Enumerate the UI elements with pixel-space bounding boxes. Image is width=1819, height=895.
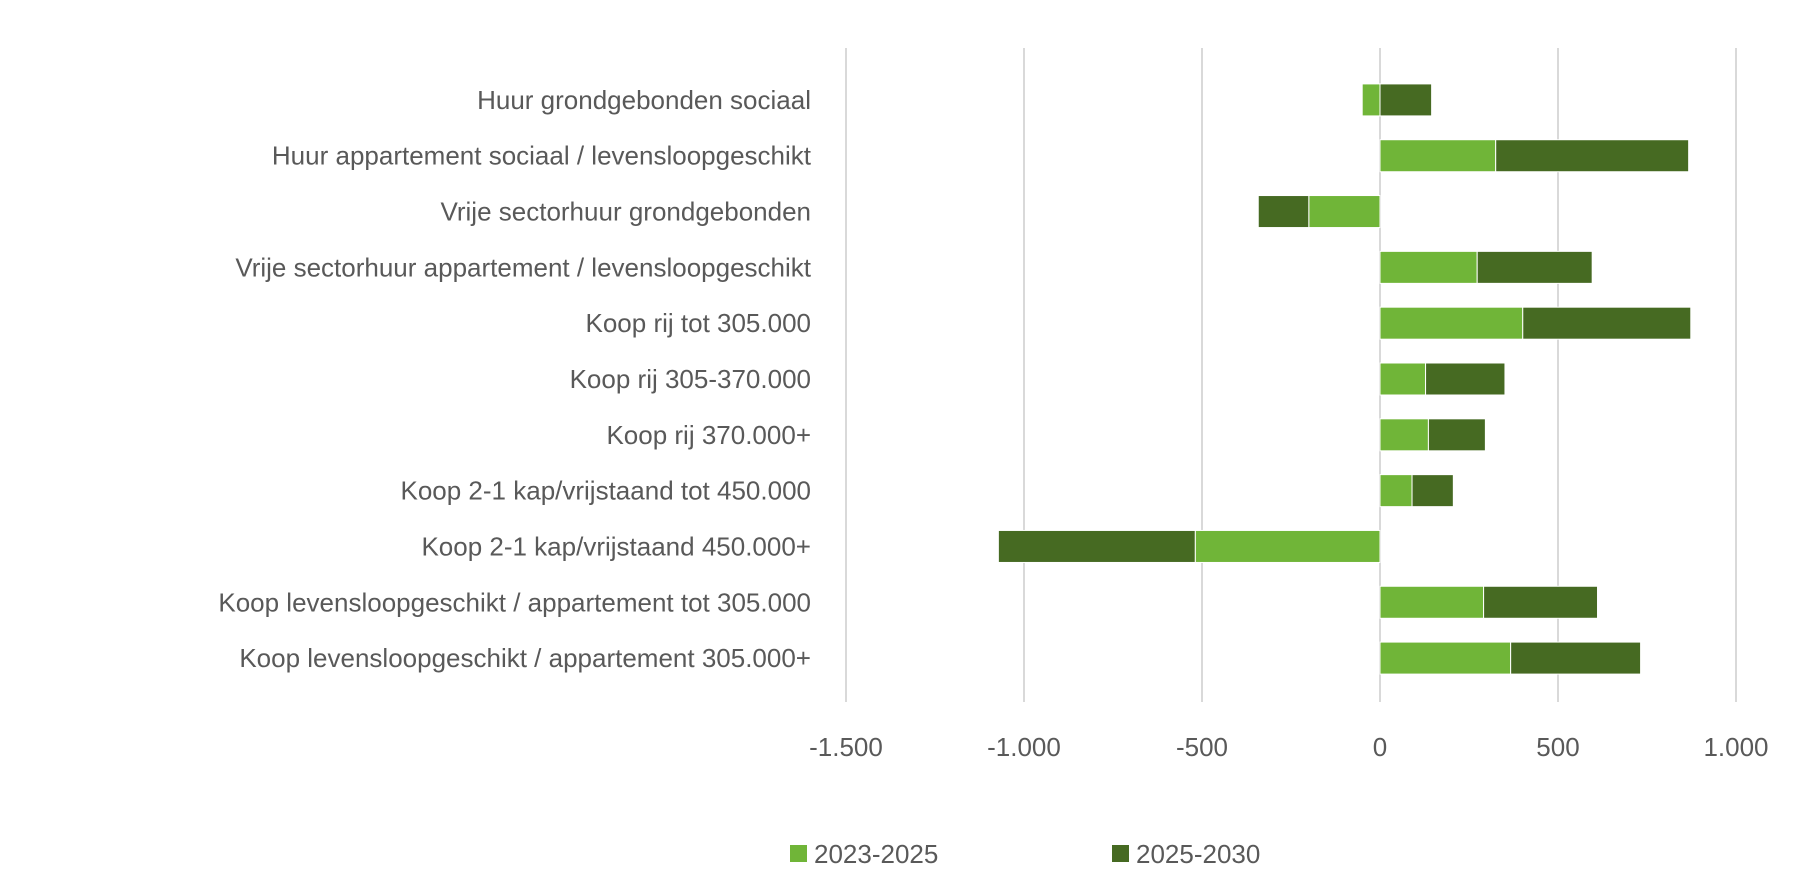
- legend-swatch: [1112, 845, 1129, 862]
- legend-label: 2023-2025: [814, 839, 938, 869]
- bar-segment-2023-2025: [1379, 585, 1485, 619]
- x-tick-label: 500: [1536, 732, 1579, 762]
- bar-segment-2023-2025: [1379, 139, 1497, 173]
- legend: 2023-2025 2025-2030: [790, 839, 1260, 869]
- bar-segment-2023-2025: [1379, 474, 1413, 508]
- category-label: Vrije sectorhuur grondgebonden: [440, 197, 811, 227]
- category-labels: Huur grondgebonden sociaal Huur apparteme…: [218, 85, 811, 673]
- x-tick-label: 0: [1373, 732, 1387, 762]
- bar-segment-2025-2030: [1522, 306, 1692, 340]
- bar-segment-2025-2030: [1427, 418, 1486, 452]
- legend-swatch: [790, 845, 807, 862]
- bar-segment-2025-2030: [1495, 139, 1690, 173]
- bar-segment-2023-2025: [1194, 529, 1381, 563]
- category-label: Koop levensloopgeschikt / appartement to…: [218, 587, 811, 617]
- category-label: Huur grondgebonden sociaal: [477, 85, 811, 115]
- bar-segment-2025-2030: [1483, 585, 1599, 619]
- x-tick-label: -500: [1176, 732, 1228, 762]
- bar-segment-2023-2025: [1361, 83, 1381, 117]
- bar-segment-2023-2025: [1379, 418, 1429, 452]
- category-label: Huur appartement sociaal / levensloopges…: [272, 141, 812, 171]
- category-label: Koop rij 370.000+: [606, 420, 811, 450]
- x-tick-label: 1.000: [1703, 732, 1768, 762]
- category-label: Vrije sectorhuur appartement / levensloo…: [235, 252, 811, 282]
- bar-segment-2025-2030: [1510, 641, 1642, 675]
- bar-segment-2025-2030: [1379, 83, 1433, 117]
- x-tick-label: -1.000: [987, 732, 1061, 762]
- bar-segment-2025-2030: [1425, 362, 1506, 396]
- bar-segment-2025-2030: [1476, 250, 1593, 284]
- x-tick-labels: -1.500 -1.000 -500 0 500 1.000: [809, 732, 1768, 762]
- bar-segment-2025-2030: [1411, 474, 1454, 508]
- bar-segment-2023-2025: [1379, 362, 1427, 396]
- bar-segment-2023-2025: [1308, 195, 1381, 229]
- bar-segment-2023-2025: [1379, 306, 1524, 340]
- legend-label: 2025-2030: [1136, 839, 1260, 869]
- category-label: Koop levensloopgeschikt / appartement 30…: [239, 643, 811, 673]
- bar-segment-2025-2030: [997, 529, 1196, 563]
- category-label: Koop rij tot 305.000: [586, 308, 812, 338]
- bar-segment-2025-2030: [1257, 195, 1310, 229]
- category-label: Koop 2-1 kap/vrijstaand 450.000+: [421, 531, 811, 561]
- bar-segment-2023-2025: [1379, 250, 1478, 284]
- category-label: Koop 2-1 kap/vrijstaand tot 450.000: [400, 476, 811, 506]
- bar-segment-2023-2025: [1379, 641, 1512, 675]
- x-tick-label: -1.500: [809, 732, 883, 762]
- bars: [997, 83, 1692, 675]
- category-label: Koop rij 305-370.000: [570, 364, 811, 394]
